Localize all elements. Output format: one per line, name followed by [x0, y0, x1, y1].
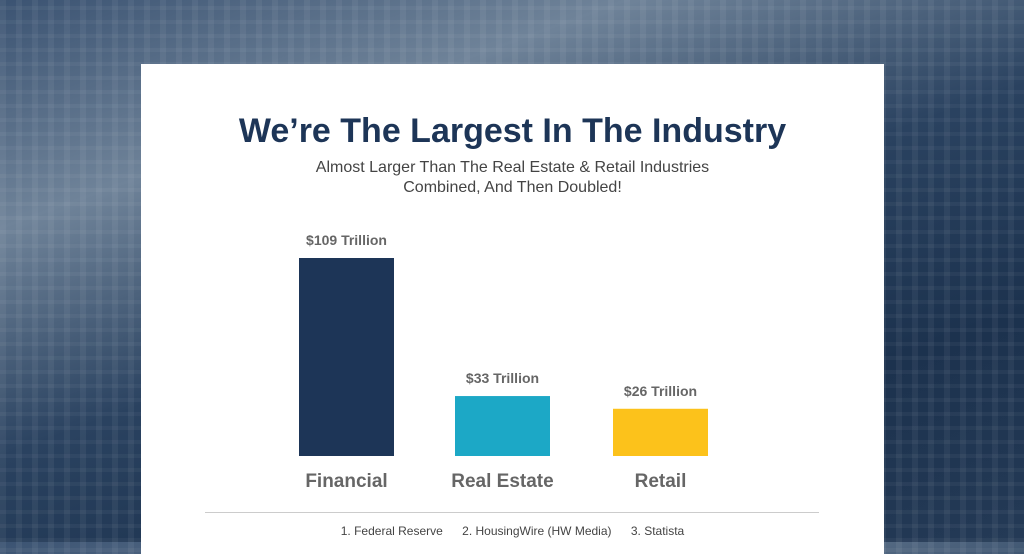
data-label: $33 Trillion: [466, 370, 539, 386]
chart-subtitle: Almost Larger Than The Real Estate & Ret…: [141, 158, 884, 198]
bar-retail: [613, 408, 708, 456]
category-label: Real Estate: [451, 471, 553, 492]
category-label: Retail: [635, 471, 687, 492]
bar-real-estate: [455, 396, 550, 456]
subtitle-line: Combined, And Then Doubled!: [403, 179, 622, 196]
bar-financial: [299, 258, 394, 456]
chart-card: We’re The Largest In The Industry Almost…: [141, 64, 884, 554]
data-label: $109 Trillion: [306, 232, 387, 248]
category-label: Financial: [305, 471, 387, 492]
chart-title: We’re The Largest In The Industry: [238, 112, 787, 150]
divider: [205, 512, 819, 513]
subtitle-line: Almost Larger Than The Real Estate & Ret…: [315, 159, 710, 176]
bar-chart: $109 Trillion Financial $33 Trillion Real E…: [299, 232, 708, 492]
sources: 1. Federal Reserve 2. HousingWire (HW Me…: [141, 524, 884, 538]
source-item: 3. Statista: [630, 524, 685, 538]
source-item: 1. Federal Reserve: [340, 524, 443, 538]
data-label: $26 Trillion: [624, 383, 697, 399]
source-item: 2. HousingWire (HW Media): [462, 524, 612, 538]
